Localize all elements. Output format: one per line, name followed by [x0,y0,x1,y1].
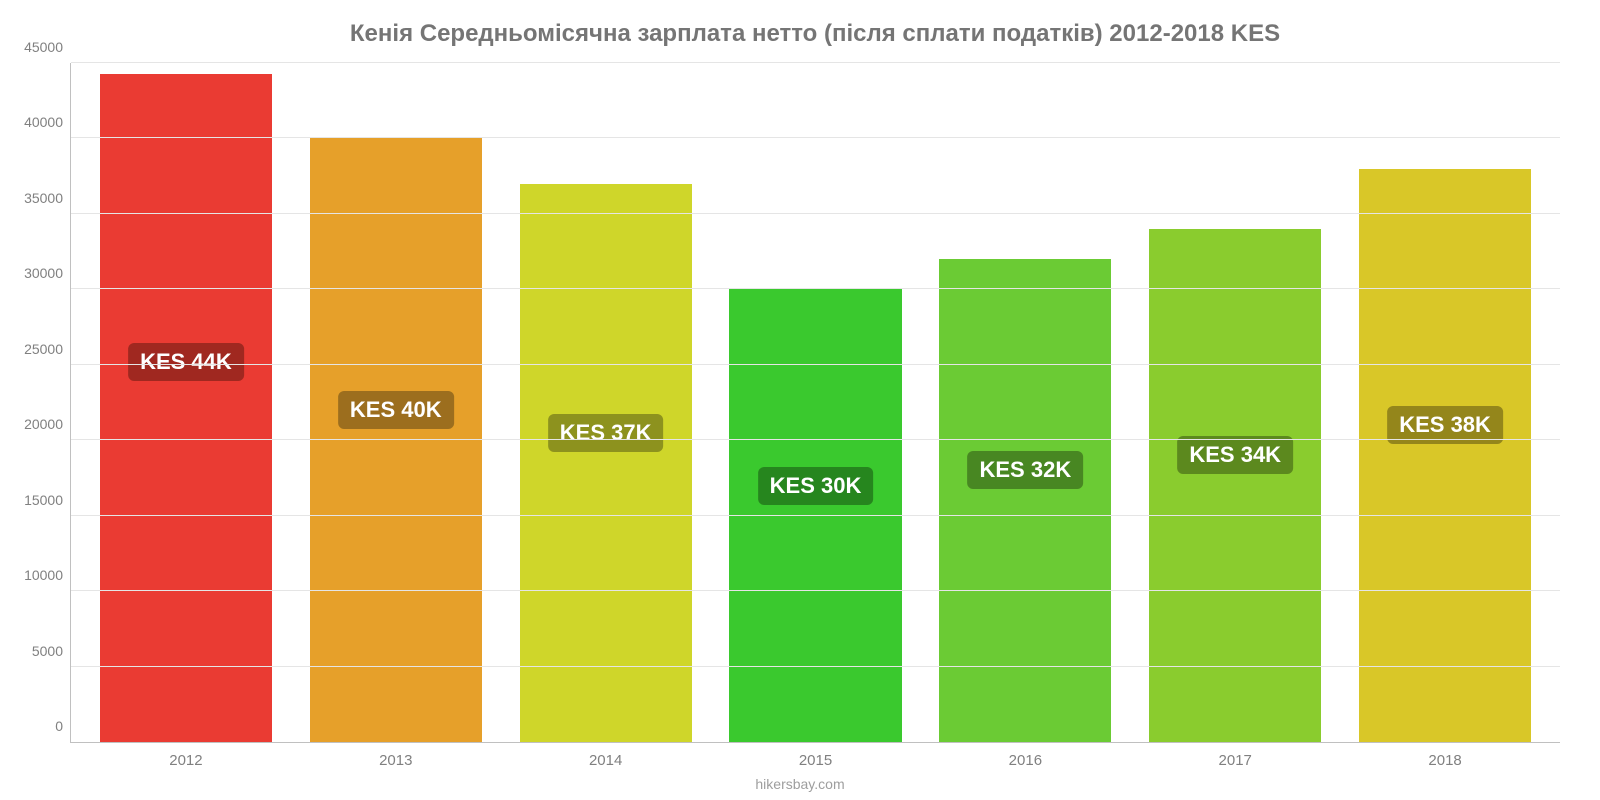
y-tick-label: 10000 [24,567,71,583]
bar-slot: KES 38K2018 [1340,63,1550,742]
x-tick-label: 2018 [1428,742,1461,769]
y-tick-label: 35000 [24,190,71,206]
y-tick-label: 5000 [32,643,71,659]
bar-slot: KES 37K2014 [501,63,711,742]
y-tick-label: 30000 [24,265,71,281]
attribution-label: hikersbay.com [755,776,844,792]
grid-line [71,364,1560,365]
bar: KES 44K [100,74,272,742]
bar: KES 32K [939,259,1111,742]
x-tick-label: 2014 [589,742,622,769]
x-tick-label: 2017 [1219,742,1252,769]
bar-value-badge: KES 37K [548,414,664,452]
bar: KES 30K [729,289,901,742]
bar-slot: KES 34K2017 [1130,63,1340,742]
bar-slot: KES 30K2015 [711,63,921,742]
bar-value-badge: KES 30K [758,467,874,505]
x-tick-label: 2015 [799,742,832,769]
bar-slot: KES 44K2012 [81,63,291,742]
y-tick-label: 15000 [24,492,71,508]
y-tick-label: 0 [55,718,71,734]
plot-area: KES 44K2012KES 40K2013KES 37K2014KES 30K… [70,63,1560,743]
x-tick-label: 2013 [379,742,412,769]
chart-container: Кенія Середньомісячна зарплата нетто (пі… [0,0,1600,800]
bar-value-badge: KES 40K [338,391,454,429]
bar-slot: KES 32K2016 [920,63,1130,742]
grid-line [71,213,1560,214]
grid-line [71,288,1560,289]
grid-line [71,62,1560,63]
grid-line [71,590,1560,591]
grid-line [71,137,1560,138]
grid-line [71,515,1560,516]
bar-value-badge: KES 34K [1177,436,1293,474]
x-tick-label: 2012 [169,742,202,769]
bars-row: KES 44K2012KES 40K2013KES 37K2014KES 30K… [71,63,1560,742]
y-tick-label: 20000 [24,416,71,432]
grid-line [71,439,1560,440]
bar-value-badge: KES 44K [128,343,244,381]
bar: KES 38K [1359,169,1531,742]
y-tick-label: 25000 [24,341,71,357]
y-tick-label: 40000 [24,114,71,130]
grid-line [71,666,1560,667]
bar-slot: KES 40K2013 [291,63,501,742]
bar-value-badge: KES 32K [968,451,1084,489]
chart-title: Кенія Середньомісячна зарплата нетто (пі… [70,20,1560,48]
y-tick-label: 45000 [24,39,71,55]
x-tick-label: 2016 [1009,742,1042,769]
bar: KES 37K [520,184,692,742]
